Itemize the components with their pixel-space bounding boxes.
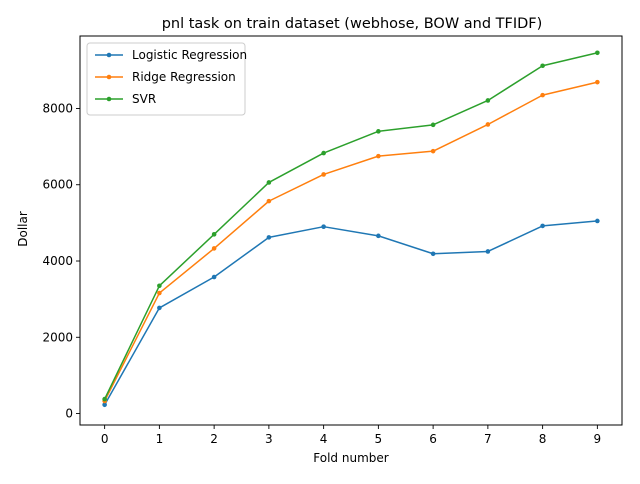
x-tick-label: 4 [320,432,328,446]
data-point [266,180,272,185]
data-point [485,249,491,254]
x-tick-label: 2 [210,432,218,446]
series-line-0 [103,220,599,406]
y-tick-label: 8000 [42,101,73,115]
data-point [321,150,326,156]
x-tick-label: 7 [484,432,492,446]
data-point [102,396,107,402]
data-point [157,305,162,311]
data-point [430,148,436,154]
y-axis-label: Dollar [16,211,30,247]
data-point [157,283,162,289]
data-point [376,153,381,159]
legend-label-0: Logistic Regression [132,48,247,62]
data-point [157,290,162,296]
data-point [485,122,491,127]
data-point [321,224,326,229]
data-point [595,50,600,56]
x-axis-label: Fold number [313,451,388,465]
x-tick-label: 3 [265,432,273,446]
x-tick-label: 9 [594,432,602,446]
data-point [266,235,272,240]
data-point [321,172,326,177]
data-point [211,232,217,237]
x-tick-label: 0 [101,432,109,446]
y-tick-label: 6000 [42,178,73,192]
plot-area: 0 1 2 3 4 5 6 7 8 9 0 2000 4000 6000 8000 Logistic Regr… [42,35,623,446]
legend-label-2: SVR [132,92,156,106]
y-tick-label: 4000 [42,254,73,268]
data-point [376,233,381,239]
series-line-1 [103,81,599,402]
y-tick-label: 0 [65,407,73,421]
y-tick-label: 2000 [42,330,73,344]
legend-marker-0 [106,52,112,58]
data-point [595,218,600,224]
data-point [595,79,600,85]
data-point [266,198,272,204]
data-point [430,122,436,128]
data-point [430,251,436,257]
legend-marker-2 [106,96,112,102]
legend-marker-1 [106,74,112,80]
data-point [485,98,491,103]
data-point [376,129,381,134]
x-tick-label: 5 [375,432,383,446]
legend-frame [86,42,246,116]
chart-title: pnl task on train dataset (webhose, BOW … [162,16,543,32]
data-point [211,246,217,251]
data-point [211,274,217,280]
series-line-2 [103,51,599,401]
legend-label-1: Ridge Regression [132,70,236,84]
data-point [540,63,545,69]
axes-frame [79,35,623,426]
x-tick-label: 1 [156,432,164,446]
x-tick-label: 6 [429,432,437,446]
data-point [540,223,545,229]
data-point [540,92,545,98]
data-point [102,402,107,408]
x-tick-label: 8 [539,432,547,446]
